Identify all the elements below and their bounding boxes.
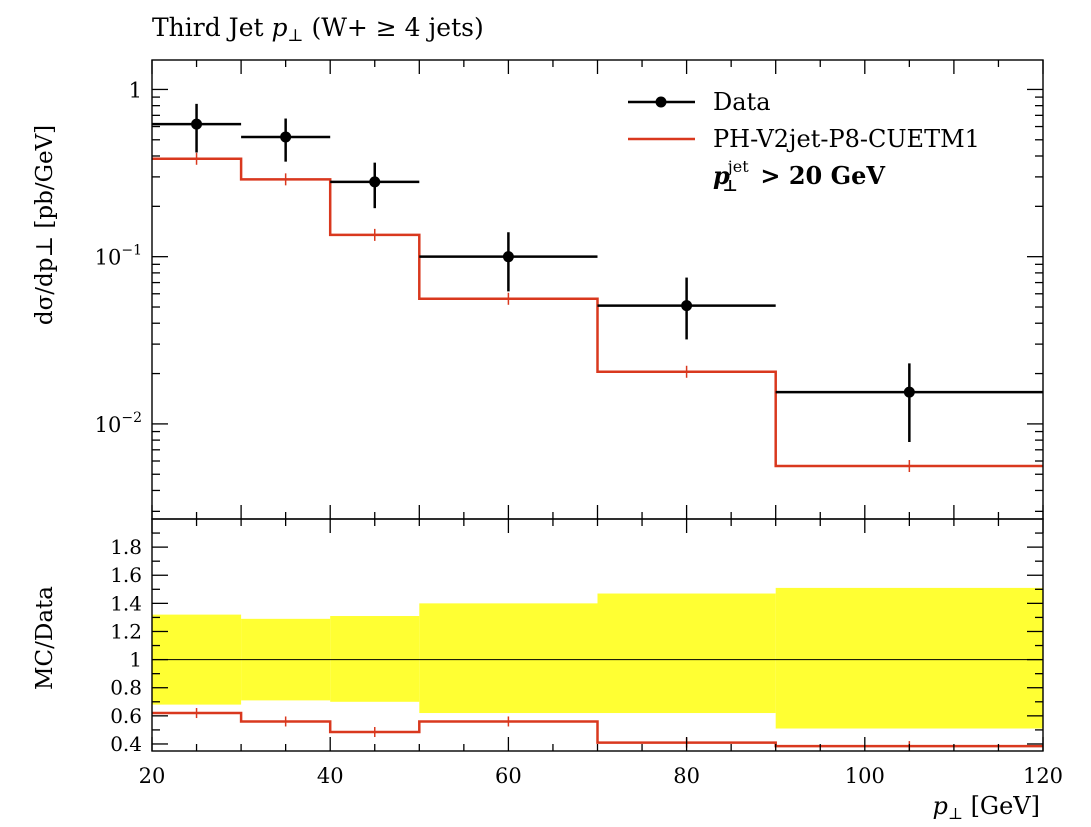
xlabel-sub: ⊥ xyxy=(948,804,963,823)
x-tick-label: 20 xyxy=(139,764,166,788)
ratio-x-ticks xyxy=(151,519,1044,751)
cut-sup: jet xyxy=(726,157,749,176)
data-point xyxy=(369,176,381,188)
cut-var: p xyxy=(713,161,730,190)
ratio-y-tick-label: 1 xyxy=(129,648,142,672)
main-panel: 1 10−1 10−2 dσ/dp⊥ [pb/GeV] Data PH-V2jet-… xyxy=(32,59,1044,520)
x-tick-label: 40 xyxy=(317,764,344,788)
main-y-axis-label: dσ/dp⊥ [pb/GeV] xyxy=(32,125,58,325)
band-segment xyxy=(330,616,420,702)
legend: Data PH-V2jet-P8-CUETM1 pjet ⊥ > 20 GeV xyxy=(628,88,980,195)
y-tick-label: 1 xyxy=(129,78,142,102)
chart-title: Third Jet p⊥ (W+ ≥ 4 jets) xyxy=(152,13,484,46)
x-axis-label: p⊥ [GeV] xyxy=(933,792,1040,823)
data-point xyxy=(502,251,514,263)
main-y-tick-labels: 1 10−1 10−2 xyxy=(95,78,142,436)
x-tick-labels: 20 40 60 80 100 120 xyxy=(139,764,1063,788)
ratio-y-tick-labels: 0.4 0.6 0.8 1 1.2 1.4 1.6 1.8 xyxy=(110,535,142,756)
xlabel-unit: [GeV] xyxy=(963,792,1040,820)
ratio-panel: 20 40 60 80 100 120 0.4 0.6 0.8 1 1.2 1.4 1.6 1.8 MC… xyxy=(32,518,1063,823)
ratio-y-axis-label: MC/Data xyxy=(32,586,58,690)
ratio-y-ticks xyxy=(152,532,1043,745)
ratio-y-tick-label: 0.8 xyxy=(110,676,142,700)
title-sub: ⊥ xyxy=(288,26,304,46)
x-tick-label: 80 xyxy=(673,764,700,788)
title-main: Third Jet xyxy=(152,13,271,42)
data-point xyxy=(280,131,292,143)
data-point xyxy=(191,118,203,130)
mc-histogram xyxy=(152,152,1043,473)
data-point xyxy=(681,300,693,312)
xlabel-var: p xyxy=(933,792,948,820)
ratio-y-tick-label: 0.6 xyxy=(110,704,142,728)
legend-data-marker xyxy=(655,96,667,108)
mc-ratio-step-line xyxy=(152,711,1043,748)
ratio-y-tick-label: 1.8 xyxy=(110,535,142,559)
data-series xyxy=(152,103,1043,442)
ratio-y-tick-label: 1.4 xyxy=(110,591,142,615)
legend-data-label: Data xyxy=(713,88,771,116)
ratio-y-tick-label: 0.4 xyxy=(110,732,142,756)
cut-text: > 20 GeV xyxy=(752,161,885,190)
title-rest: (W+ ≥ 4 jets) xyxy=(304,13,484,42)
data-point xyxy=(903,386,915,398)
band-segment xyxy=(597,593,776,714)
legend-mc-label: PH-V2jet-P8-CUETM1 xyxy=(713,125,980,153)
mc-step-line xyxy=(152,157,1043,468)
band-segment xyxy=(775,587,1043,729)
x-tick-label: 100 xyxy=(845,764,885,788)
main-x-ticks xyxy=(151,60,1044,519)
main-y-ticks xyxy=(152,88,1043,512)
x-tick-label: 120 xyxy=(1023,764,1063,788)
x-tick-label: 60 xyxy=(495,764,522,788)
legend-cut-label: pjet ⊥ > 20 GeV xyxy=(713,157,885,195)
ratio-y-tick-label: 1.6 xyxy=(110,563,142,587)
band-segment xyxy=(419,603,598,714)
uncertainty-band xyxy=(152,587,1043,729)
ratio-y-tick-label: 1.2 xyxy=(110,619,142,643)
y-tick-label: 10−1 xyxy=(95,243,142,270)
title-var: p xyxy=(271,13,287,42)
cut-sub: ⊥ xyxy=(723,176,738,195)
y-tick-label: 10−2 xyxy=(95,410,142,437)
